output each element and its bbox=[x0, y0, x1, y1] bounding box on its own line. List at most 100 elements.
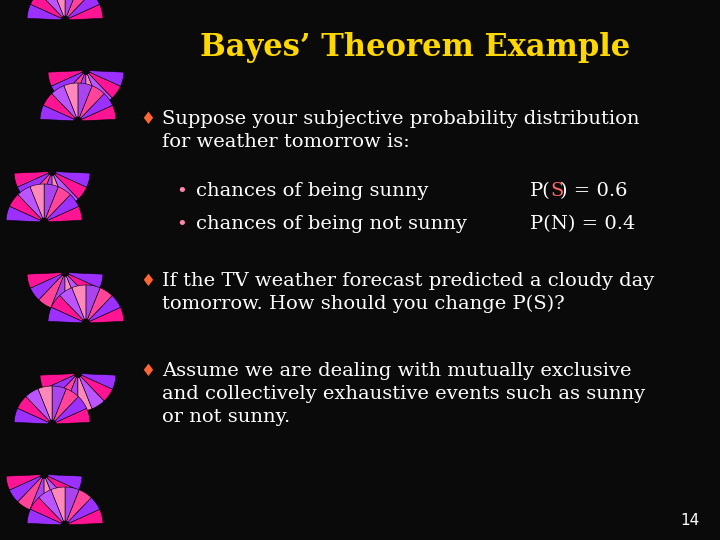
Polygon shape bbox=[52, 86, 76, 118]
Polygon shape bbox=[30, 274, 62, 300]
Polygon shape bbox=[48, 71, 82, 86]
Polygon shape bbox=[81, 93, 112, 119]
Polygon shape bbox=[51, 276, 65, 310]
Polygon shape bbox=[81, 375, 112, 401]
Polygon shape bbox=[9, 194, 41, 220]
Polygon shape bbox=[87, 288, 112, 320]
Polygon shape bbox=[66, 0, 91, 17]
Polygon shape bbox=[55, 396, 86, 422]
Polygon shape bbox=[48, 206, 82, 222]
Polygon shape bbox=[55, 173, 86, 199]
Polygon shape bbox=[81, 105, 116, 121]
Polygon shape bbox=[18, 477, 42, 510]
Polygon shape bbox=[68, 509, 103, 525]
Polygon shape bbox=[66, 275, 91, 308]
Polygon shape bbox=[89, 71, 124, 86]
Polygon shape bbox=[44, 478, 58, 512]
Text: ) = 0.6: ) = 0.6 bbox=[560, 182, 628, 200]
Text: chances of being sunny: chances of being sunny bbox=[196, 182, 428, 200]
Polygon shape bbox=[17, 396, 49, 422]
Polygon shape bbox=[40, 374, 74, 389]
Text: Suppose your subjective probability distribution
for weather tomorrow is:: Suppose your subjective probability dist… bbox=[162, 110, 639, 151]
Text: S: S bbox=[550, 182, 563, 200]
Polygon shape bbox=[40, 105, 74, 121]
Polygon shape bbox=[89, 307, 124, 323]
Polygon shape bbox=[14, 408, 48, 424]
Polygon shape bbox=[43, 375, 75, 401]
Polygon shape bbox=[45, 187, 71, 219]
Text: P(N) = 0.4: P(N) = 0.4 bbox=[530, 215, 635, 233]
Polygon shape bbox=[72, 74, 86, 109]
Text: ♦: ♦ bbox=[140, 362, 156, 380]
Polygon shape bbox=[79, 86, 104, 118]
Polygon shape bbox=[47, 194, 78, 220]
Text: P(: P( bbox=[530, 182, 551, 200]
Polygon shape bbox=[44, 184, 58, 218]
Polygon shape bbox=[65, 276, 79, 310]
Polygon shape bbox=[39, 275, 63, 308]
Polygon shape bbox=[27, 509, 61, 525]
Polygon shape bbox=[30, 0, 62, 18]
Polygon shape bbox=[68, 273, 103, 288]
Polygon shape bbox=[81, 374, 116, 389]
Text: •: • bbox=[176, 215, 187, 233]
Polygon shape bbox=[17, 173, 49, 199]
Polygon shape bbox=[68, 0, 99, 18]
Polygon shape bbox=[30, 497, 62, 523]
Polygon shape bbox=[43, 93, 75, 119]
Polygon shape bbox=[47, 476, 78, 502]
Polygon shape bbox=[68, 4, 103, 20]
Polygon shape bbox=[55, 408, 90, 424]
Text: If the TV weather forecast predicted a cloudy day
tomorrow. How should you chang: If the TV weather forecast predicted a c… bbox=[162, 272, 654, 313]
Text: Bayes’ Theorem Example: Bayes’ Theorem Example bbox=[200, 32, 630, 63]
Text: ♦: ♦ bbox=[140, 272, 156, 290]
Polygon shape bbox=[6, 206, 40, 222]
Polygon shape bbox=[6, 475, 40, 490]
Polygon shape bbox=[72, 285, 86, 319]
Polygon shape bbox=[18, 187, 42, 219]
Polygon shape bbox=[51, 0, 65, 16]
Polygon shape bbox=[79, 376, 104, 409]
Polygon shape bbox=[48, 307, 82, 323]
Polygon shape bbox=[60, 288, 84, 320]
Polygon shape bbox=[68, 274, 99, 300]
Polygon shape bbox=[86, 285, 100, 319]
Text: Assume we are dealing with mutually exclusive
and collectively exhaustive events: Assume we are dealing with mutually excl… bbox=[162, 362, 645, 426]
Polygon shape bbox=[55, 172, 90, 187]
Polygon shape bbox=[89, 295, 120, 321]
Polygon shape bbox=[39, 490, 63, 522]
Polygon shape bbox=[51, 487, 65, 521]
Polygon shape bbox=[52, 175, 66, 210]
Polygon shape bbox=[9, 476, 41, 502]
Polygon shape bbox=[39, 0, 63, 17]
Polygon shape bbox=[51, 295, 83, 321]
Polygon shape bbox=[26, 174, 50, 207]
Polygon shape bbox=[45, 477, 71, 510]
Text: ♦: ♦ bbox=[140, 110, 156, 128]
Text: 14: 14 bbox=[680, 513, 700, 528]
Polygon shape bbox=[30, 478, 44, 512]
Polygon shape bbox=[64, 83, 78, 117]
Polygon shape bbox=[64, 377, 78, 411]
Text: chances of being not sunny: chances of being not sunny bbox=[196, 215, 467, 233]
Polygon shape bbox=[68, 497, 99, 523]
Polygon shape bbox=[30, 184, 44, 218]
Polygon shape bbox=[89, 72, 120, 98]
Polygon shape bbox=[87, 73, 112, 106]
Polygon shape bbox=[52, 386, 66, 420]
Polygon shape bbox=[52, 376, 76, 409]
Text: •: • bbox=[176, 182, 187, 200]
Polygon shape bbox=[78, 83, 92, 117]
Polygon shape bbox=[14, 172, 48, 187]
Polygon shape bbox=[53, 174, 78, 207]
Polygon shape bbox=[53, 389, 78, 421]
Polygon shape bbox=[65, 487, 79, 521]
Polygon shape bbox=[26, 389, 50, 421]
Polygon shape bbox=[65, 0, 79, 16]
Polygon shape bbox=[38, 386, 52, 420]
Polygon shape bbox=[78, 377, 92, 411]
Polygon shape bbox=[48, 475, 82, 490]
Polygon shape bbox=[66, 490, 91, 522]
Polygon shape bbox=[27, 273, 61, 288]
Polygon shape bbox=[27, 4, 61, 20]
